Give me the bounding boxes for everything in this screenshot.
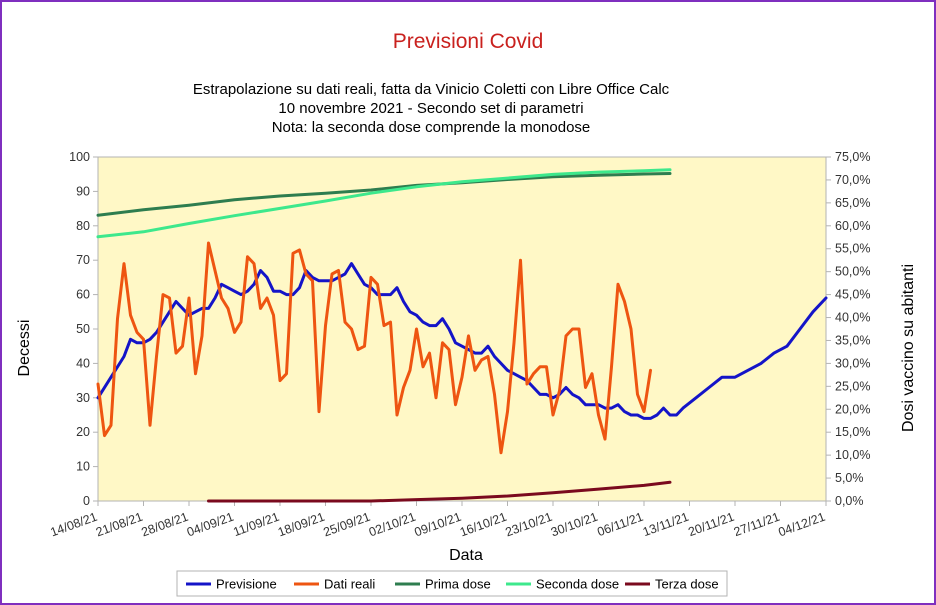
y2-tick-label: 25,0%	[835, 379, 870, 393]
y2-tick-label: 10,0%	[835, 448, 870, 462]
y2-tick-label: 65,0%	[835, 196, 870, 210]
x-tick-label: 30/10/21	[549, 510, 600, 540]
legend-label: Previsione	[216, 577, 277, 592]
y2-tick-label: 35,0%	[835, 333, 870, 347]
x-tick-label: 04/09/21	[185, 510, 236, 540]
y2-tick-label: 20,0%	[835, 402, 870, 416]
legend-item-prima-dose: Prima dose	[395, 577, 491, 592]
y-tick-label: 30	[76, 391, 90, 405]
y-tick-label: 90	[76, 184, 90, 198]
x-tick-label: 21/08/21	[94, 510, 145, 540]
x-tick-label: 02/10/21	[367, 510, 418, 540]
y2-tick-label: 70,0%	[835, 173, 870, 187]
legend-label: Terza dose	[655, 577, 719, 592]
x-tick-label: 18/09/21	[276, 510, 327, 540]
y-tick-label: 50	[76, 322, 90, 336]
y2-tick-label: 45,0%	[835, 288, 870, 302]
chart-subtitle-line-3: Nota: la seconda dose comprende la monod…	[272, 119, 591, 136]
y-tick-label: 60	[76, 288, 90, 302]
y2-tick-label: 30,0%	[835, 356, 870, 370]
x-tick-label: 20/11/21	[686, 510, 736, 539]
y2-tick-label: 75,0%	[835, 150, 870, 164]
x-tick-label: 14/08/21	[49, 510, 100, 540]
series-line-previsione	[96, 262, 828, 420]
y2-tick-label: 55,0%	[835, 242, 870, 256]
y-axis-label: Decessi	[16, 320, 33, 377]
y2-tick-label: 0,0%	[835, 494, 864, 508]
legend-label: Prima dose	[425, 577, 491, 592]
legend-item-previsione: Previsione	[186, 577, 277, 592]
y-tick-label: 10	[76, 460, 90, 474]
x-tick-label: 28/08/21	[140, 510, 191, 540]
chart-title: Previsioni Covid	[393, 30, 544, 53]
x-axis-label: Data	[449, 547, 483, 564]
x-tick-label: 09/10/21	[413, 510, 464, 540]
y2-axis-label: Dosi vaccino su abitanti	[900, 264, 917, 432]
y2-tick-label: 15,0%	[835, 425, 870, 439]
y-tick-label: 80	[76, 219, 90, 233]
legend-label: Seconda dose	[536, 577, 619, 592]
plot-area	[97, 156, 827, 502]
chart-subtitle-line-2: 10 novembre 2021 - Secondo set di parame…	[278, 100, 583, 117]
series-line-seconda-dose	[96, 168, 672, 239]
series-layer	[96, 168, 828, 503]
y-tick-label: 20	[76, 425, 90, 439]
y-tick-label: 100	[69, 150, 90, 164]
legend-item-dati-reali: Dati reali	[294, 577, 375, 592]
y2-tick-label: 50,0%	[835, 265, 870, 279]
y-tick-label: 0	[83, 494, 90, 508]
x-tick-label: 04/12/21	[777, 510, 828, 540]
x-tick-label: 11/09/21	[231, 510, 281, 539]
y2-tick-label: 40,0%	[835, 311, 870, 325]
y2-tick-label: 60,0%	[835, 219, 870, 233]
y-tick-label: 40	[76, 356, 90, 370]
x-tick-label: 27/11/21	[732, 510, 782, 539]
chart-subtitle-line-1: Estrapolazione su dati reali, fatta da V…	[193, 81, 670, 98]
y-tick-label: 70	[76, 253, 90, 267]
legend-label: Dati reali	[324, 577, 375, 592]
x-tick-label: 23/10/21	[504, 510, 555, 540]
series-line-prima-dose	[96, 172, 672, 217]
series-line-dati-reali	[96, 241, 652, 455]
y2-tick-label: 5,0%	[835, 471, 864, 485]
x-tick-label: 16/10/21	[458, 510, 509, 540]
legend-item-terza-dose: Terza dose	[625, 577, 719, 592]
legend: Previsione Dati reali Prima dose Seconda do…	[176, 570, 728, 597]
x-tick-label: 25/09/21	[322, 510, 373, 540]
x-tick-label: 13/11/21	[641, 510, 691, 539]
legend-item-seconda-dose: Seconda dose	[506, 577, 619, 592]
x-tick-label: 06/11/21	[595, 510, 645, 539]
series-line-terza-dose	[207, 480, 672, 503]
